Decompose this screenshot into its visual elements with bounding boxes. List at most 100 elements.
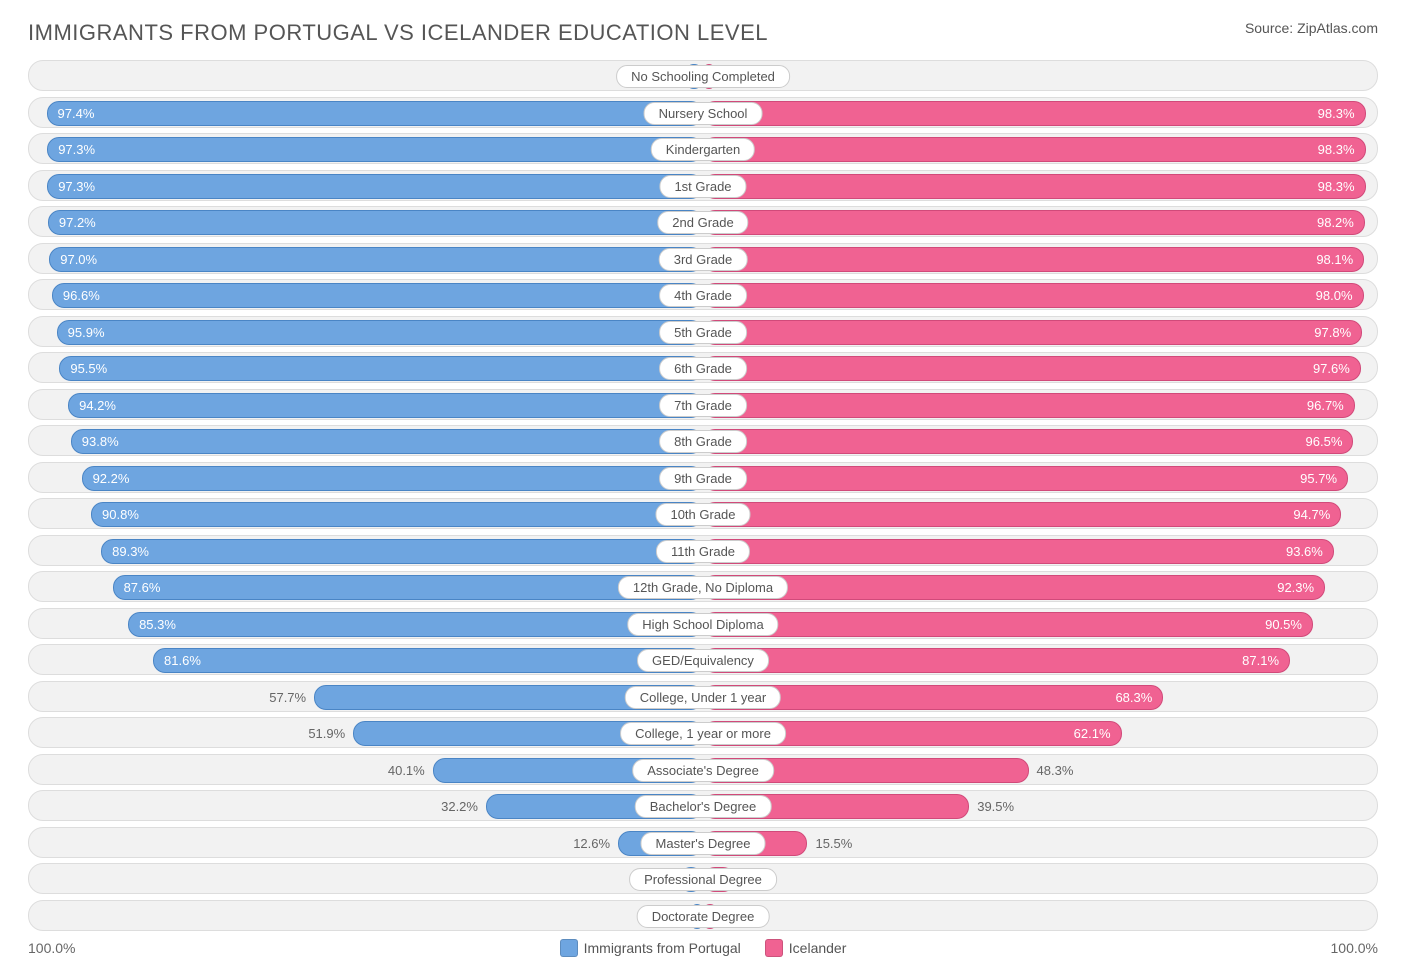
value-left: 51.9% — [308, 718, 353, 749]
category-label: 10th Grade — [655, 503, 750, 526]
bar-left: 97.2% — [48, 210, 703, 235]
chart-row: 95.5%97.6%6th Grade — [28, 352, 1378, 383]
category-label: 1st Grade — [659, 175, 746, 198]
bar-left: 97.0% — [49, 247, 703, 272]
chart-source: Source: ZipAtlas.com — [1245, 20, 1378, 36]
bar-left: 95.9% — [57, 320, 703, 345]
category-label: 11th Grade — [656, 540, 750, 563]
legend-left-label: Immigrants from Portugal — [584, 940, 741, 956]
bar-right: 95.7% — [703, 466, 1348, 491]
category-label: 3rd Grade — [659, 248, 748, 271]
bar-left: 92.2% — [82, 466, 703, 491]
bar-right: 93.6% — [703, 539, 1334, 564]
chart-row: 85.3%90.5%High School Diploma — [28, 608, 1378, 639]
value-right: 48.3% — [1029, 755, 1074, 786]
bar-left: 85.3% — [128, 612, 703, 637]
chart-row: 94.2%96.7%7th Grade — [28, 389, 1378, 420]
bar-right: 98.0% — [703, 283, 1364, 308]
bar-right: 97.6% — [703, 356, 1361, 381]
chart-row: 12.6%15.5%Master's Degree — [28, 827, 1378, 858]
category-label: 12th Grade, No Diploma — [618, 576, 788, 599]
chart-row: 2.7%1.7%No Schooling Completed — [28, 60, 1378, 91]
chart-row: 97.4%98.3%Nursery School — [28, 97, 1378, 128]
category-label: 7th Grade — [659, 394, 747, 417]
category-label: Kindergarten — [651, 138, 755, 161]
category-label: High School Diploma — [627, 613, 778, 636]
category-label: 8th Grade — [659, 430, 747, 453]
chart-row: 93.8%96.5%8th Grade — [28, 425, 1378, 456]
axis-right-label: 100.0% — [1331, 940, 1378, 956]
chart-row: 51.9%62.1%College, 1 year or more — [28, 717, 1378, 748]
category-label: Professional Degree — [629, 868, 777, 891]
category-label: College, 1 year or more — [620, 722, 786, 745]
chart-row: 32.2% 39.5% Bachelor's Degree — [28, 790, 1378, 821]
bar-right: 98.3% — [703, 174, 1366, 199]
chart-row: 97.3%98.3%1st Grade — [28, 170, 1378, 201]
bar-left: 95.5% — [59, 356, 703, 381]
chart-row: 40.1% 48.3% Associate's Degree — [28, 754, 1378, 785]
legend-right-label: Icelander — [789, 940, 847, 956]
bar-right: 98.3% — [703, 137, 1366, 162]
source-label: Source: — [1245, 20, 1293, 36]
chart-row: 97.2%98.2%2nd Grade — [28, 206, 1378, 237]
chart-row: 1.5%2.1%Doctorate Degree — [28, 900, 1378, 931]
chart-header: IMMIGRANTS FROM PORTUGAL VS ICELANDER ED… — [28, 20, 1378, 46]
bar-left: 97.4% — [47, 101, 703, 126]
bar-right: 90.5% — [703, 612, 1313, 637]
chart-row: 97.3%98.3%Kindergarten — [28, 133, 1378, 164]
bar-right: 92.3% — [703, 575, 1325, 600]
chart-row: 97.0%98.1%3rd Grade — [28, 243, 1378, 274]
category-label: 9th Grade — [659, 467, 747, 490]
category-label: Doctorate Degree — [637, 905, 770, 928]
chart-row: 92.2%95.7%9th Grade — [28, 462, 1378, 493]
bar-left: 96.6% — [52, 283, 703, 308]
bar-left: 87.6% — [113, 575, 703, 600]
bar-right: 96.5% — [703, 429, 1353, 454]
chart-row: 3.5%4.8%Professional Degree — [28, 863, 1378, 894]
bar-left: 97.3% — [47, 137, 703, 162]
category-label: 6th Grade — [659, 357, 747, 380]
bar-right: 97.8% — [703, 320, 1362, 345]
value-left: 57.7% — [269, 682, 314, 713]
category-label: Nursery School — [644, 102, 763, 125]
chart-row: 96.6%98.0%4th Grade — [28, 279, 1378, 310]
swatch-left-icon — [560, 939, 578, 957]
category-label: Master's Degree — [641, 832, 766, 855]
value-left: 40.1% — [388, 755, 433, 786]
axis-left-label: 100.0% — [28, 940, 75, 956]
value-right: 15.5% — [807, 828, 852, 859]
swatch-right-icon — [765, 939, 783, 957]
chart-row: 57.7%68.3%College, Under 1 year — [28, 681, 1378, 712]
legend-item-left: Immigrants from Portugal — [560, 939, 741, 957]
bar-right: 87.1% — [703, 648, 1290, 673]
value-right: 39.5% — [969, 791, 1014, 822]
chart-footer: 100.0% Immigrants from Portugal Icelande… — [28, 939, 1378, 957]
chart-row: 87.6%92.3%12th Grade, No Diploma — [28, 571, 1378, 602]
chart-row: 89.3%93.6%11th Grade — [28, 535, 1378, 566]
bar-left: 89.3% — [101, 539, 703, 564]
chart-container: IMMIGRANTS FROM PORTUGAL VS ICELANDER ED… — [0, 0, 1406, 975]
category-label: No Schooling Completed — [616, 65, 790, 88]
chart-row: 90.8%94.7%10th Grade — [28, 498, 1378, 529]
value-left: 32.2% — [441, 791, 486, 822]
chart-row: 95.9%97.8%5th Grade — [28, 316, 1378, 347]
bar-right: 96.7% — [703, 393, 1355, 418]
category-label: Bachelor's Degree — [635, 795, 772, 818]
bar-left: 94.2% — [68, 393, 703, 418]
bar-left: 93.8% — [71, 429, 703, 454]
category-label: 2nd Grade — [657, 211, 748, 234]
category-label: GED/Equivalency — [637, 649, 769, 672]
legend: Immigrants from Portugal Icelander — [560, 939, 847, 957]
source-name: ZipAtlas.com — [1297, 20, 1378, 36]
bar-right: 94.7% — [703, 502, 1341, 527]
chart-row: 81.6%87.1%GED/Equivalency — [28, 644, 1378, 675]
category-label: 4th Grade — [659, 284, 747, 307]
category-label: 5th Grade — [659, 321, 747, 344]
bar-left: 90.8% — [91, 502, 703, 527]
bar-left: 81.6% — [153, 648, 703, 673]
bar-left: 97.3% — [47, 174, 703, 199]
legend-item-right: Icelander — [765, 939, 847, 957]
chart-title: IMMIGRANTS FROM PORTUGAL VS ICELANDER ED… — [28, 20, 768, 46]
category-label: College, Under 1 year — [625, 686, 781, 709]
category-label: Associate's Degree — [632, 759, 774, 782]
